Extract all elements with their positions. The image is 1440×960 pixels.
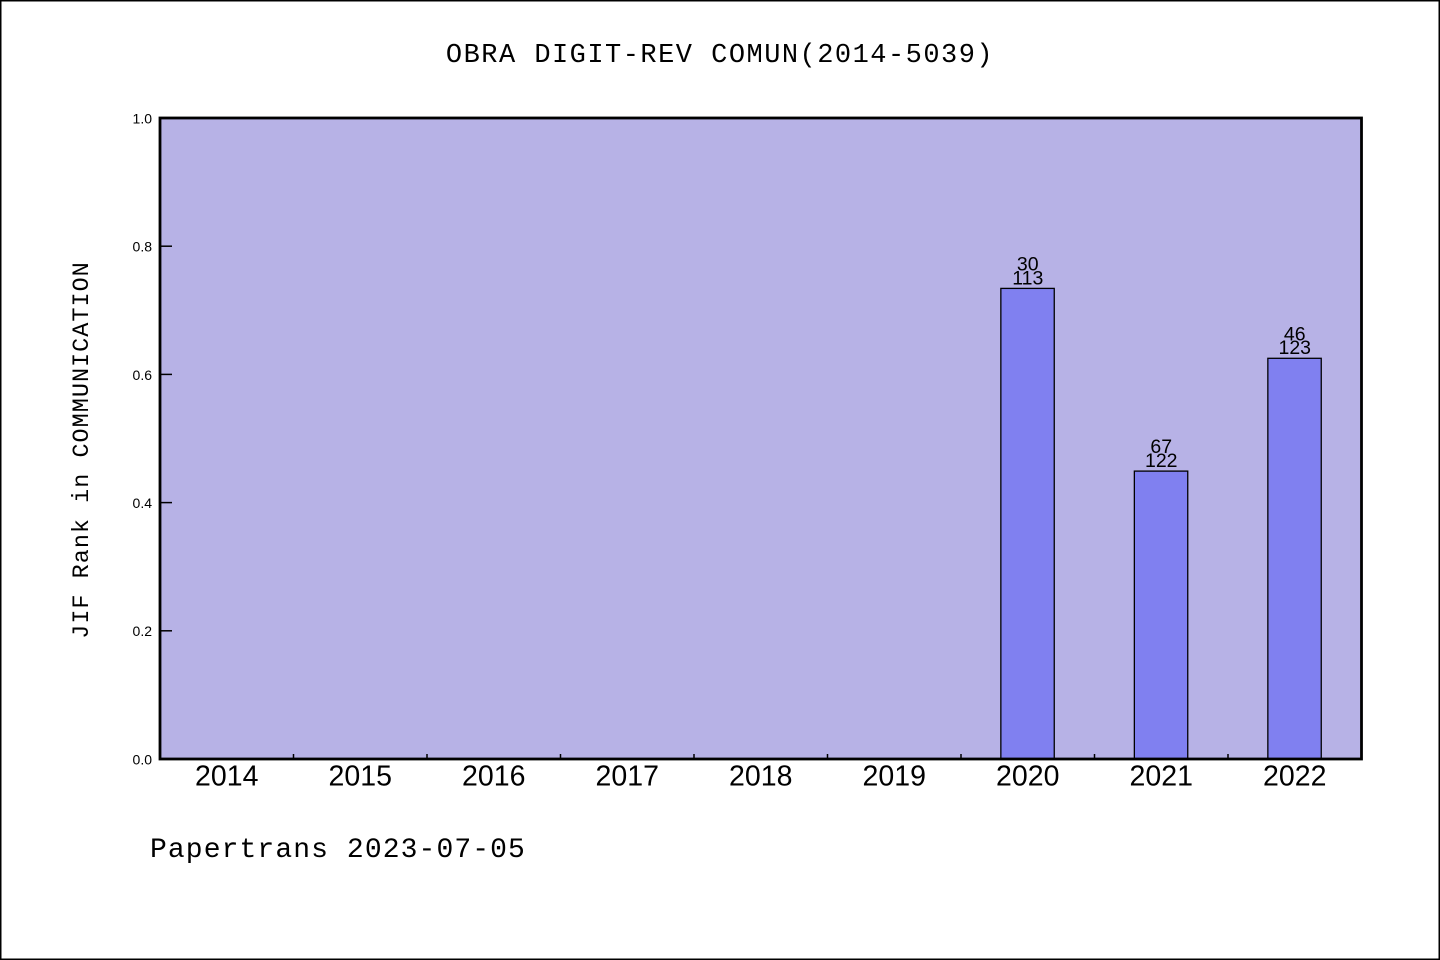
- svg-text:2022: 2022: [1263, 761, 1326, 793]
- svg-text:2020: 2020: [996, 761, 1059, 793]
- svg-text:2021: 2021: [1130, 761, 1193, 793]
- svg-text:1.0: 1.0: [133, 110, 153, 126]
- svg-text:113: 113: [1012, 267, 1043, 289]
- svg-text:2018: 2018: [729, 761, 792, 793]
- svg-text:0.6: 0.6: [133, 367, 153, 383]
- svg-text:JIF Rank in COMMUNICATION: JIF Rank in COMMUNICATION: [69, 261, 96, 639]
- svg-text:0.2: 0.2: [133, 623, 153, 639]
- svg-text:0.0: 0.0: [133, 751, 153, 767]
- svg-text:2017: 2017: [596, 761, 659, 793]
- svg-text:OBRA DIGIT-REV COMUN(2014-5039: OBRA DIGIT-REV COMUN(2014-5039): [446, 41, 994, 71]
- svg-text:0.8: 0.8: [133, 239, 153, 255]
- svg-text:122: 122: [1145, 450, 1178, 472]
- svg-text:2019: 2019: [863, 761, 926, 793]
- svg-text:2016: 2016: [462, 761, 525, 793]
- svg-text:Papertrans 2023-07-05: Papertrans 2023-07-05: [150, 835, 526, 866]
- svg-text:123: 123: [1278, 337, 1311, 359]
- svg-text:2015: 2015: [329, 761, 392, 793]
- svg-text:2014: 2014: [195, 761, 259, 793]
- svg-text:0.4: 0.4: [133, 495, 153, 511]
